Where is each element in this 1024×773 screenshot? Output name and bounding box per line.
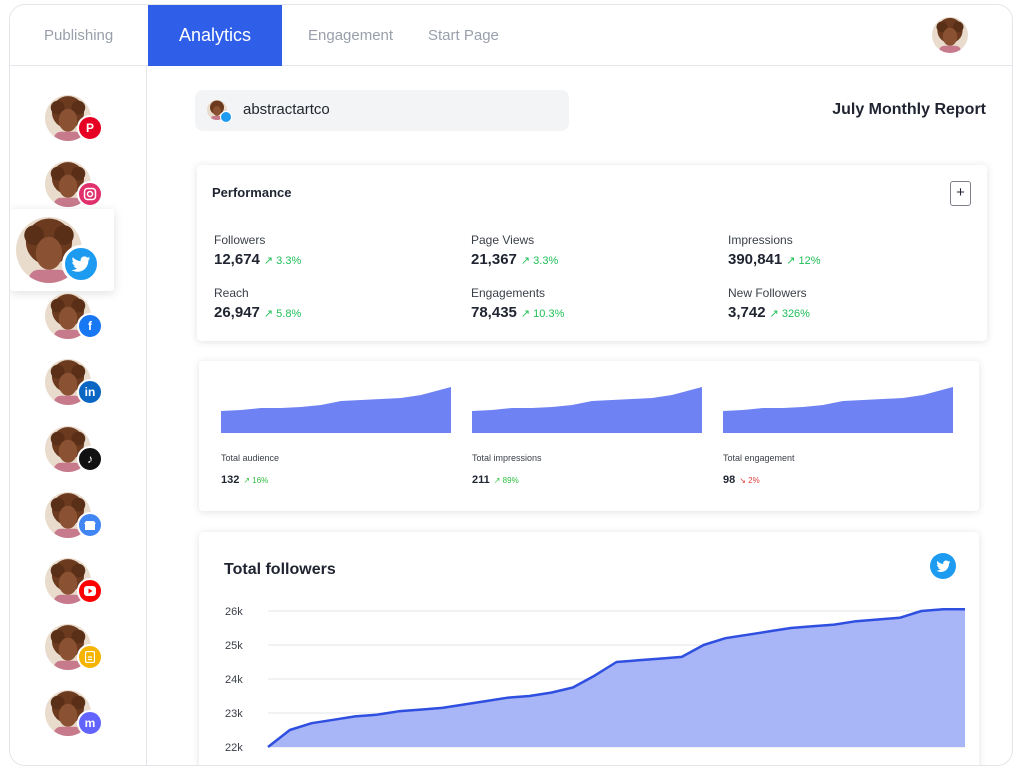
performance-card: Performance + Followers 12,674 ↗ 3.3% Pag… — [197, 165, 987, 341]
metric-value: 21,367 — [471, 251, 517, 268]
mini-chart-value: 132 — [221, 474, 240, 486]
sidebar-account-linkedin[interactable]: in — [45, 359, 107, 415]
metric-page-views: Page Views 21,367 ↗ 3.3% — [471, 233, 671, 269]
metric-change: ↗ 3.3% — [520, 255, 559, 267]
mini-chart-value: 98 — [723, 474, 736, 486]
twitter-icon — [62, 245, 100, 283]
metric-change: ↗ 326% — [769, 308, 810, 320]
start-page-icon — [77, 644, 103, 670]
metric-impressions: Impressions 390,841 ↗ 12% — [728, 233, 928, 269]
metric-change: ↗ 5.8% — [263, 308, 302, 320]
pinterest-icon: P — [77, 115, 103, 141]
mini-chart-impressions: Total impressions 211 ↗ 89% — [472, 361, 712, 511]
account-name: abstractartco — [243, 101, 330, 118]
metric-new-followers: New Followers 3,742 ↗ 326% — [728, 286, 928, 322]
mini-chart-label: Total audience — [221, 453, 280, 463]
app-window: Publishing Analytics Engagement Start Pa… — [9, 4, 1013, 766]
linkedin-icon: in — [77, 379, 103, 405]
metric-value: 12,674 — [214, 251, 260, 268]
instagram-icon — [77, 181, 103, 207]
avatar — [45, 492, 91, 538]
metric-label: New Followers — [728, 286, 807, 300]
youtube-icon — [77, 578, 103, 604]
metric-value: 390,841 — [728, 251, 783, 268]
sidebar-account-pinterest[interactable]: P — [45, 95, 107, 151]
sidebar-account-start-page[interactable] — [45, 624, 107, 680]
followers-area-chart: 26k 25k 24k 23k 22k — [225, 606, 965, 754]
avatar — [45, 95, 91, 141]
twitter-icon — [220, 111, 232, 123]
tab-publishing[interactable]: Publishing — [44, 27, 114, 44]
metric-engagements: Engagements 78,435 ↗ 10.3% — [471, 286, 671, 322]
mini-chart-change: ↗ 89% — [493, 476, 519, 485]
metric-label: Impressions — [728, 233, 793, 247]
mini-chart-change: ↗ 16% — [243, 476, 269, 485]
avatar — [45, 558, 91, 604]
sparkline — [472, 387, 702, 433]
metric-label: Followers — [214, 233, 266, 247]
mastodon-icon: m — [77, 710, 103, 736]
y-tick-label: 23k — [225, 708, 243, 720]
report-title: July Monthly Report — [832, 101, 986, 118]
accounts-sidebar: P f in ♪ — [10, 66, 147, 765]
sidebar-account-google-business[interactable] — [45, 492, 107, 548]
chart-title: Total followers — [224, 561, 336, 578]
y-tick-label: 25k — [225, 640, 243, 652]
sparkline — [221, 387, 451, 433]
google-business-icon — [77, 512, 103, 538]
sidebar-account-twitter[interactable] — [10, 209, 114, 291]
metric-value: 26,947 — [214, 304, 260, 321]
facebook-icon: f — [77, 313, 103, 339]
mini-chart-value: 211 — [472, 474, 490, 486]
top-navigation: Publishing Analytics Engagement Start Pa… — [10, 5, 1012, 66]
metric-change: ↗ 12% — [786, 255, 821, 267]
tab-engagement[interactable]: Engagement — [308, 27, 394, 44]
mini-chart-change: ↘ 2% — [739, 476, 760, 485]
sparkline — [723, 387, 953, 433]
metric-followers: Followers 12,674 ↗ 3.3% — [214, 233, 414, 269]
metric-value: 78,435 — [471, 304, 517, 321]
tiktok-icon: ♪ — [77, 446, 103, 472]
metric-change: ↗ 10.3% — [520, 308, 565, 320]
sidebar-account-mastodon[interactable]: m — [45, 690, 107, 746]
sidebar-account-instagram[interactable] — [45, 161, 107, 217]
followers-area — [268, 609, 965, 747]
metric-value: 3,742 — [728, 304, 766, 321]
metric-reach: Reach 26,947 ↗ 5.8% — [214, 286, 414, 322]
followers-line — [267, 608, 965, 748]
metric-label: Engagements — [471, 286, 546, 300]
sidebar-account-facebook[interactable]: f — [45, 293, 107, 349]
tab-start-page[interactable]: Start Page — [428, 27, 499, 44]
tab-analytics[interactable]: Analytics — [148, 5, 282, 66]
twitter-icon — [930, 553, 956, 579]
metric-label: Reach — [214, 286, 249, 300]
y-tick-label: 22k — [225, 742, 243, 754]
account-selector[interactable]: abstractartco — [195, 90, 569, 131]
performance-title: Performance — [212, 185, 292, 200]
mini-chart-label: Total impressions — [472, 453, 542, 463]
summary-charts-card: Total audience 132 ↗ 16% Total impression… — [199, 361, 979, 511]
mini-chart-engagement: Total engagement 98 ↘ 2% — [723, 361, 963, 511]
sidebar-account-tiktok[interactable]: ♪ — [45, 426, 107, 482]
total-followers-card: Total followers 26k 25k 24k 23k 22k — [199, 532, 979, 765]
avatar — [45, 624, 91, 670]
sidebar-account-youtube[interactable] — [45, 558, 107, 614]
y-tick-label: 26k — [225, 606, 243, 618]
add-metric-button[interactable]: + — [950, 181, 971, 206]
user-avatar[interactable] — [932, 17, 968, 53]
mini-chart-label: Total engagement — [723, 453, 795, 463]
metric-change: ↗ 3.3% — [263, 255, 302, 267]
y-tick-label: 24k — [225, 674, 243, 686]
mini-chart-audience: Total audience 132 ↗ 16% — [221, 361, 461, 511]
metric-label: Page Views — [471, 233, 535, 247]
